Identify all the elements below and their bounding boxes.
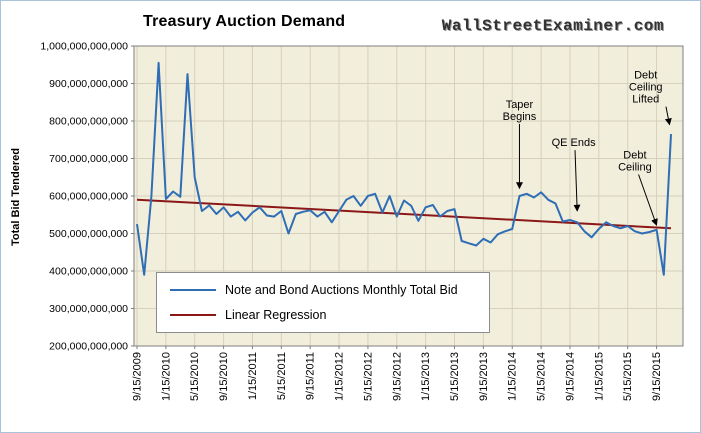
svg-text:300,000,000,000: 300,000,000,000 <box>49 303 128 315</box>
svg-text:9/15/2011: 9/15/2011 <box>305 352 317 400</box>
svg-text:1/15/2015: 1/15/2015 <box>593 352 605 401</box>
svg-text:5/15/2014: 5/15/2014 <box>536 352 548 401</box>
svg-text:5/15/2013: 5/15/2013 <box>449 352 461 401</box>
chart-title: Treasury Auction Demand <box>143 13 346 30</box>
svg-text:600,000,000,000: 600,000,000,000 <box>49 191 128 203</box>
svg-text:5/15/2010: 5/15/2010 <box>189 352 201 401</box>
legend-label-series: Note and Bond Auctions Monthly Total Bid <box>225 283 458 297</box>
svg-text:Begins: Begins <box>503 111 537 123</box>
svg-text:1/15/2014: 1/15/2014 <box>507 352 519 401</box>
svg-text:9/15/2015: 9/15/2015 <box>651 352 663 401</box>
regression-line-swatch <box>170 314 216 316</box>
svg-text:1/15/2010: 1/15/2010 <box>160 352 172 401</box>
svg-text:9/15/2014: 9/15/2014 <box>564 352 576 401</box>
series-line <box>136 61 672 276</box>
svg-text:900,000,000,000: 900,000,000,000 <box>49 78 128 90</box>
svg-text:Lifted: Lifted <box>632 94 659 106</box>
svg-text:5/15/2012: 5/15/2012 <box>362 352 374 401</box>
svg-text:Debt: Debt <box>623 150 646 162</box>
svg-text:Ceiling: Ceiling <box>629 82 663 94</box>
svg-text:200,000,000,000: 200,000,000,000 <box>49 341 128 353</box>
svg-text:5/15/2011: 5/15/2011 <box>276 352 288 400</box>
svg-text:9/15/2012: 9/15/2012 <box>391 352 403 401</box>
svg-text:9/15/2013: 9/15/2013 <box>478 352 490 401</box>
legend-item-regression: Linear Regression <box>170 308 476 322</box>
svg-text:QE Ends: QE Ends <box>552 137 597 149</box>
svg-text:9/15/2009: 9/15/2009 <box>132 352 144 401</box>
y-axis-title: Total Bid Tendered <box>10 148 22 246</box>
svg-text:1/15/2013: 1/15/2013 <box>420 352 432 401</box>
svg-text:500,000,000,000: 500,000,000,000 <box>49 228 128 240</box>
svg-text:1/15/2012: 1/15/2012 <box>334 352 346 401</box>
svg-text:1,000,000,000,000: 1,000,000,000,000 <box>40 41 128 53</box>
svg-text:Taper: Taper <box>506 99 534 111</box>
svg-text:800,000,000,000: 800,000,000,000 <box>49 116 128 128</box>
regression-line <box>136 198 672 230</box>
svg-text:Ceiling: Ceiling <box>618 162 652 174</box>
annotation-qe-ends: QE Ends <box>552 137 597 212</box>
svg-text:5/15/2015: 5/15/2015 <box>622 352 634 401</box>
legend: Note and Bond Auctions Monthly Total Bid… <box>156 272 490 333</box>
svg-text:Debt: Debt <box>634 70 657 82</box>
legend-item-series: Note and Bond Auctions Monthly Total Bid <box>170 283 476 297</box>
svg-text:700,000,000,000: 700,000,000,000 <box>49 153 128 165</box>
y-axis-labels: 200,000,000,000 300,000,000,000 400,000,00… <box>40 41 134 353</box>
svg-text:9/15/2010: 9/15/2010 <box>218 352 230 401</box>
series-line-swatch <box>170 289 216 291</box>
svg-text:400,000,000,000: 400,000,000,000 <box>49 266 128 278</box>
watermark: WallStreetExaminer.com <box>441 17 664 35</box>
x-axis-labels: 9/15/2009 1/15/2010 5/15/2010 9/15/2010 1/15… <box>132 346 663 401</box>
legend-label-regression: Linear Regression <box>225 308 327 322</box>
svg-text:1/15/2011: 1/15/2011 <box>247 352 259 400</box>
